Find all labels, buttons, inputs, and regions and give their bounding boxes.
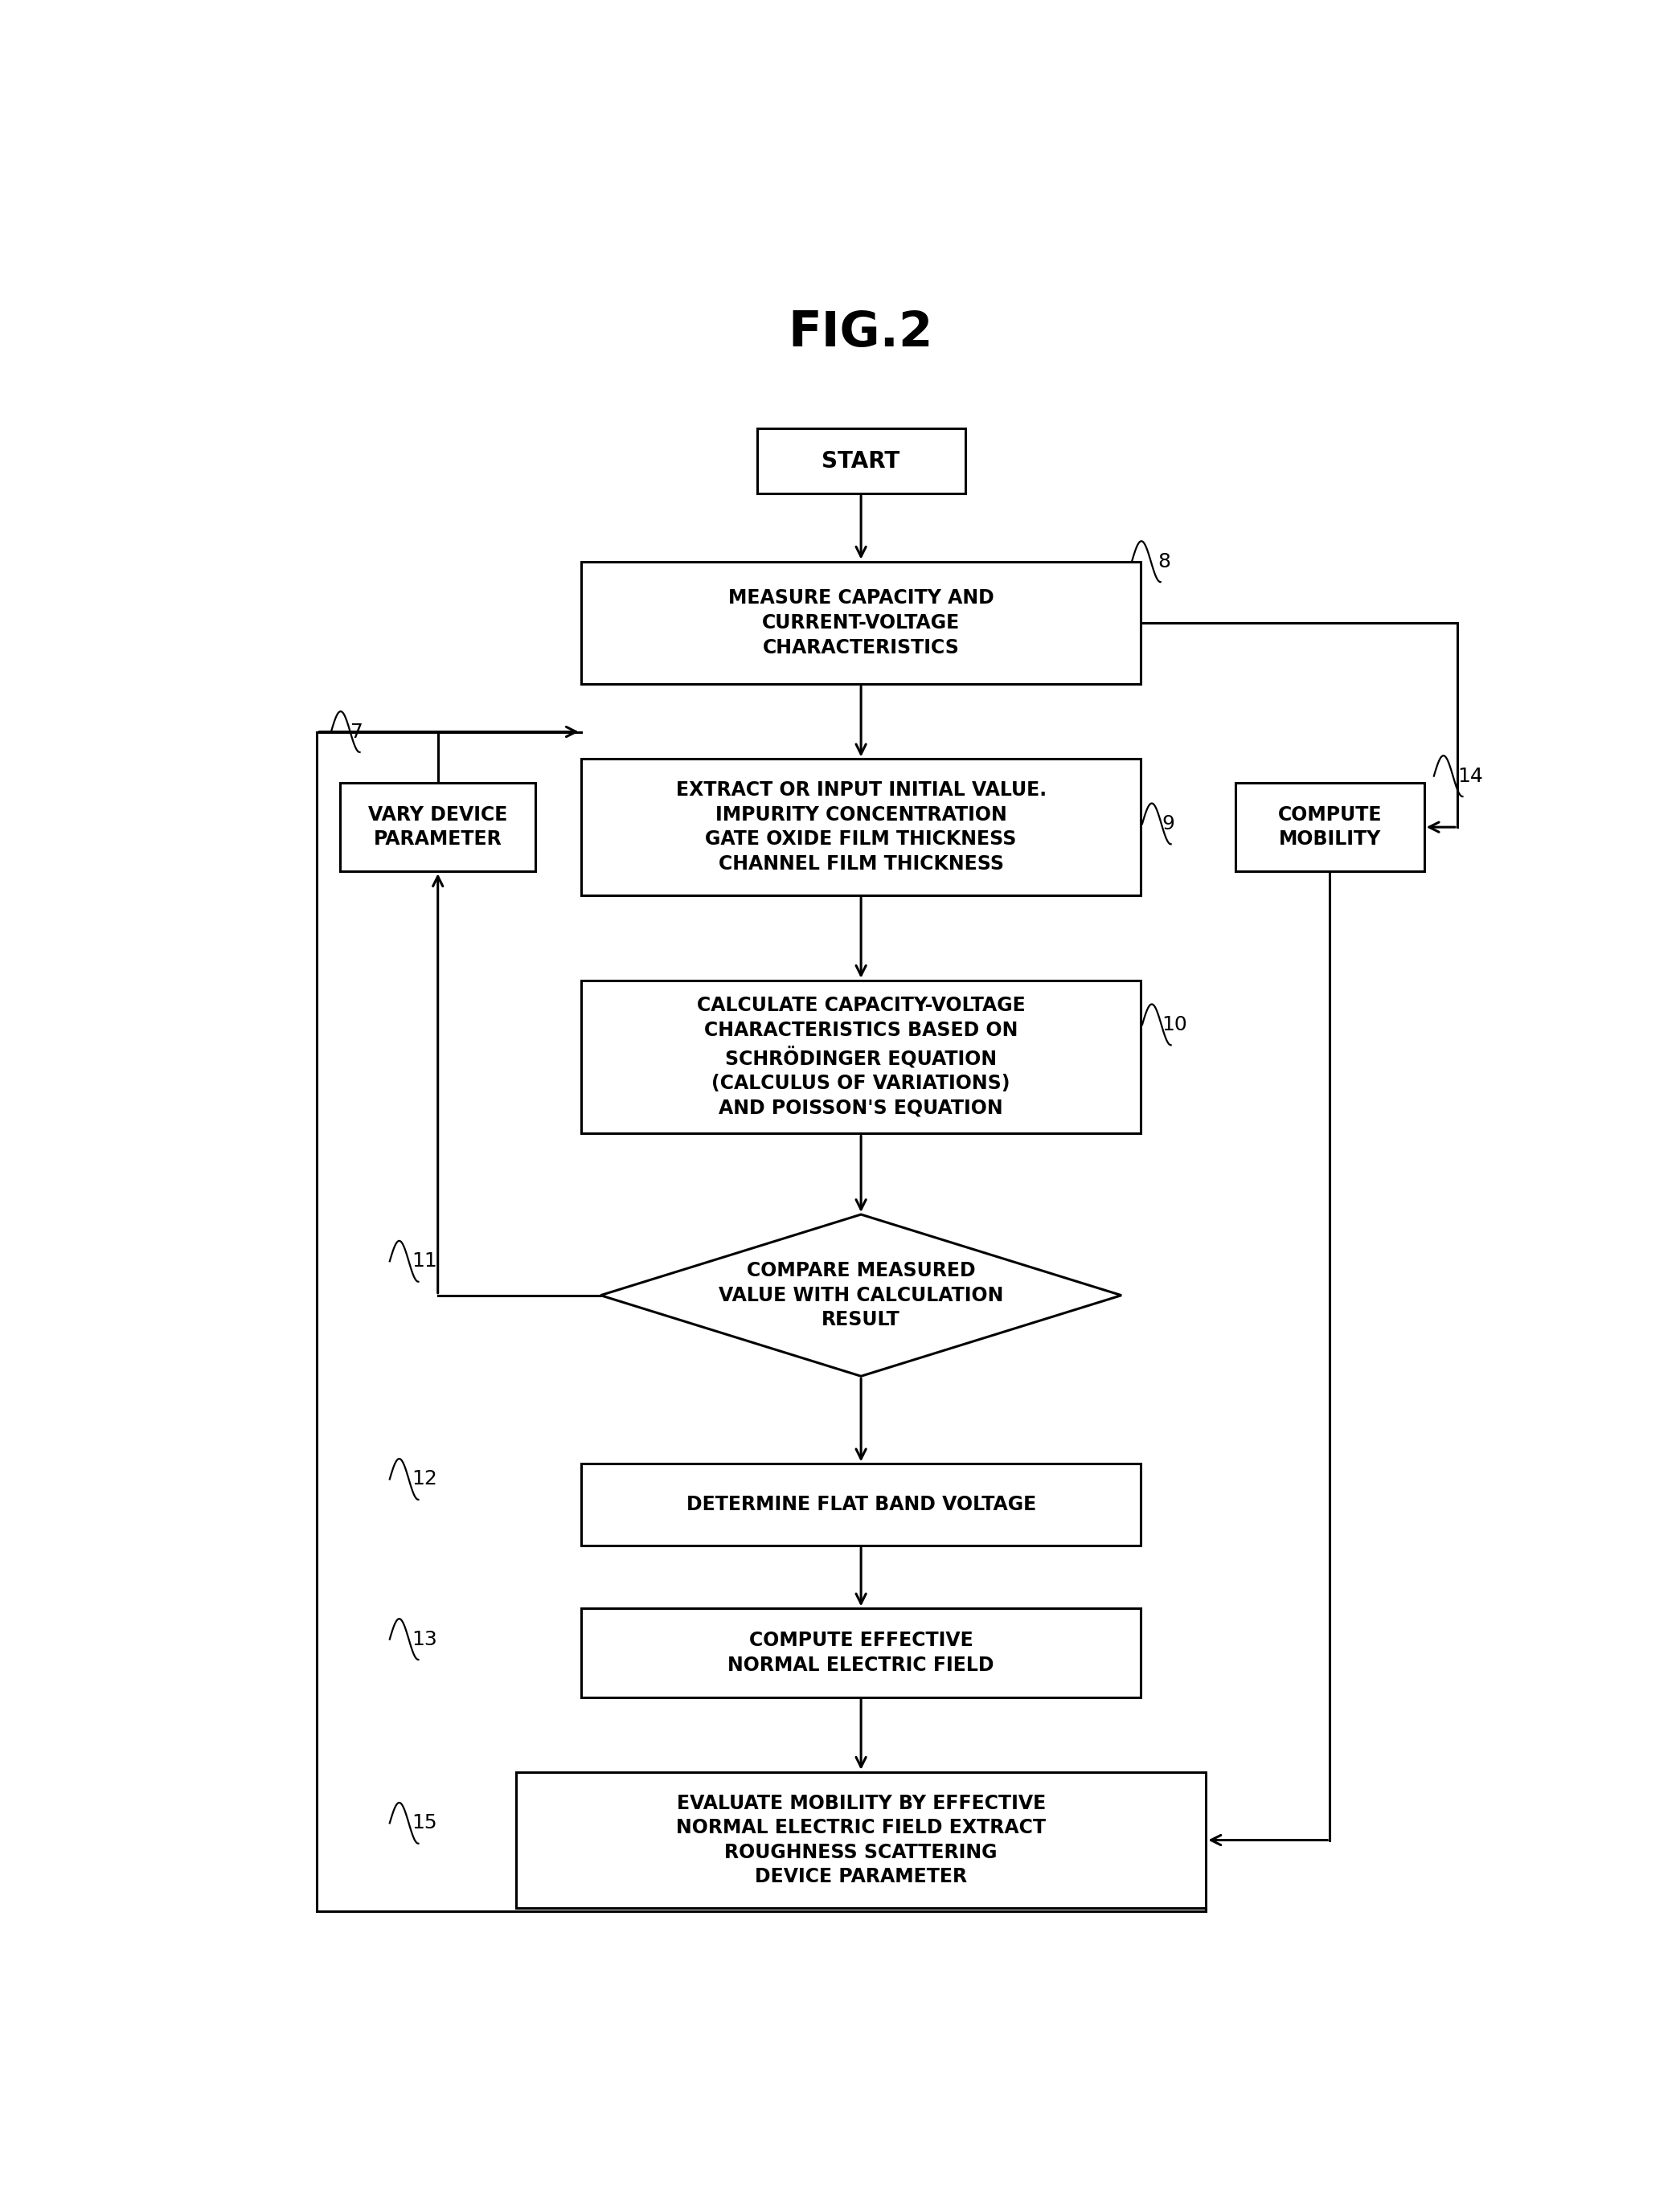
Text: FIG.2: FIG.2 [788, 310, 934, 358]
FancyBboxPatch shape [581, 758, 1141, 895]
FancyBboxPatch shape [339, 783, 536, 871]
FancyBboxPatch shape [516, 1771, 1206, 1908]
FancyBboxPatch shape [581, 1464, 1141, 1545]
Text: 8: 8 [1158, 553, 1171, 570]
Text: EVALUATE MOBILITY BY EFFECTIVE
NORMAL ELECTRIC FIELD EXTRACT
ROUGHNESS SCATTERIN: EVALUATE MOBILITY BY EFFECTIVE NORMAL EL… [675, 1793, 1047, 1886]
Text: START: START [822, 449, 900, 473]
Text: 15: 15 [412, 1813, 437, 1833]
Text: COMPARE MEASURED
VALUE WITH CALCULATION
RESULT: COMPARE MEASURED VALUE WITH CALCULATION … [719, 1260, 1003, 1329]
Text: 10: 10 [1163, 1015, 1188, 1035]
Text: MEASURE CAPACITY AND
CURRENT-VOLTAGE
CHARACTERISTICS: MEASURE CAPACITY AND CURRENT-VOLTAGE CHA… [727, 588, 995, 657]
Text: 14: 14 [1457, 767, 1483, 785]
FancyBboxPatch shape [581, 1610, 1141, 1698]
Text: 9: 9 [1163, 814, 1174, 834]
Text: CALCULATE CAPACITY-VOLTAGE
CHARACTERISTICS BASED ON
SCHRÖDINGER EQUATION
(CALCUL: CALCULATE CAPACITY-VOLTAGE CHARACTERISTI… [697, 997, 1025, 1119]
Text: 11: 11 [412, 1251, 437, 1271]
Polygon shape [601, 1214, 1122, 1375]
FancyBboxPatch shape [581, 562, 1141, 683]
Text: 7: 7 [351, 723, 363, 741]
Text: COMPUTE
MOBILITY: COMPUTE MOBILITY [1278, 805, 1381, 849]
Text: 12: 12 [412, 1470, 437, 1488]
Text: DETERMINE FLAT BAND VOLTAGE: DETERMINE FLAT BAND VOLTAGE [685, 1495, 1037, 1515]
Text: COMPUTE EFFECTIVE
NORMAL ELECTRIC FIELD: COMPUTE EFFECTIVE NORMAL ELECTRIC FIELD [727, 1632, 995, 1674]
Text: 13: 13 [412, 1630, 437, 1649]
FancyBboxPatch shape [756, 429, 964, 493]
Text: VARY DEVICE
PARAMETER: VARY DEVICE PARAMETER [368, 805, 507, 849]
Text: EXTRACT OR INPUT INITIAL VALUE.
IMPURITY CONCENTRATION
GATE OXIDE FILM THICKNESS: EXTRACT OR INPUT INITIAL VALUE. IMPURITY… [675, 780, 1047, 873]
FancyBboxPatch shape [581, 979, 1141, 1134]
FancyBboxPatch shape [1235, 783, 1425, 871]
